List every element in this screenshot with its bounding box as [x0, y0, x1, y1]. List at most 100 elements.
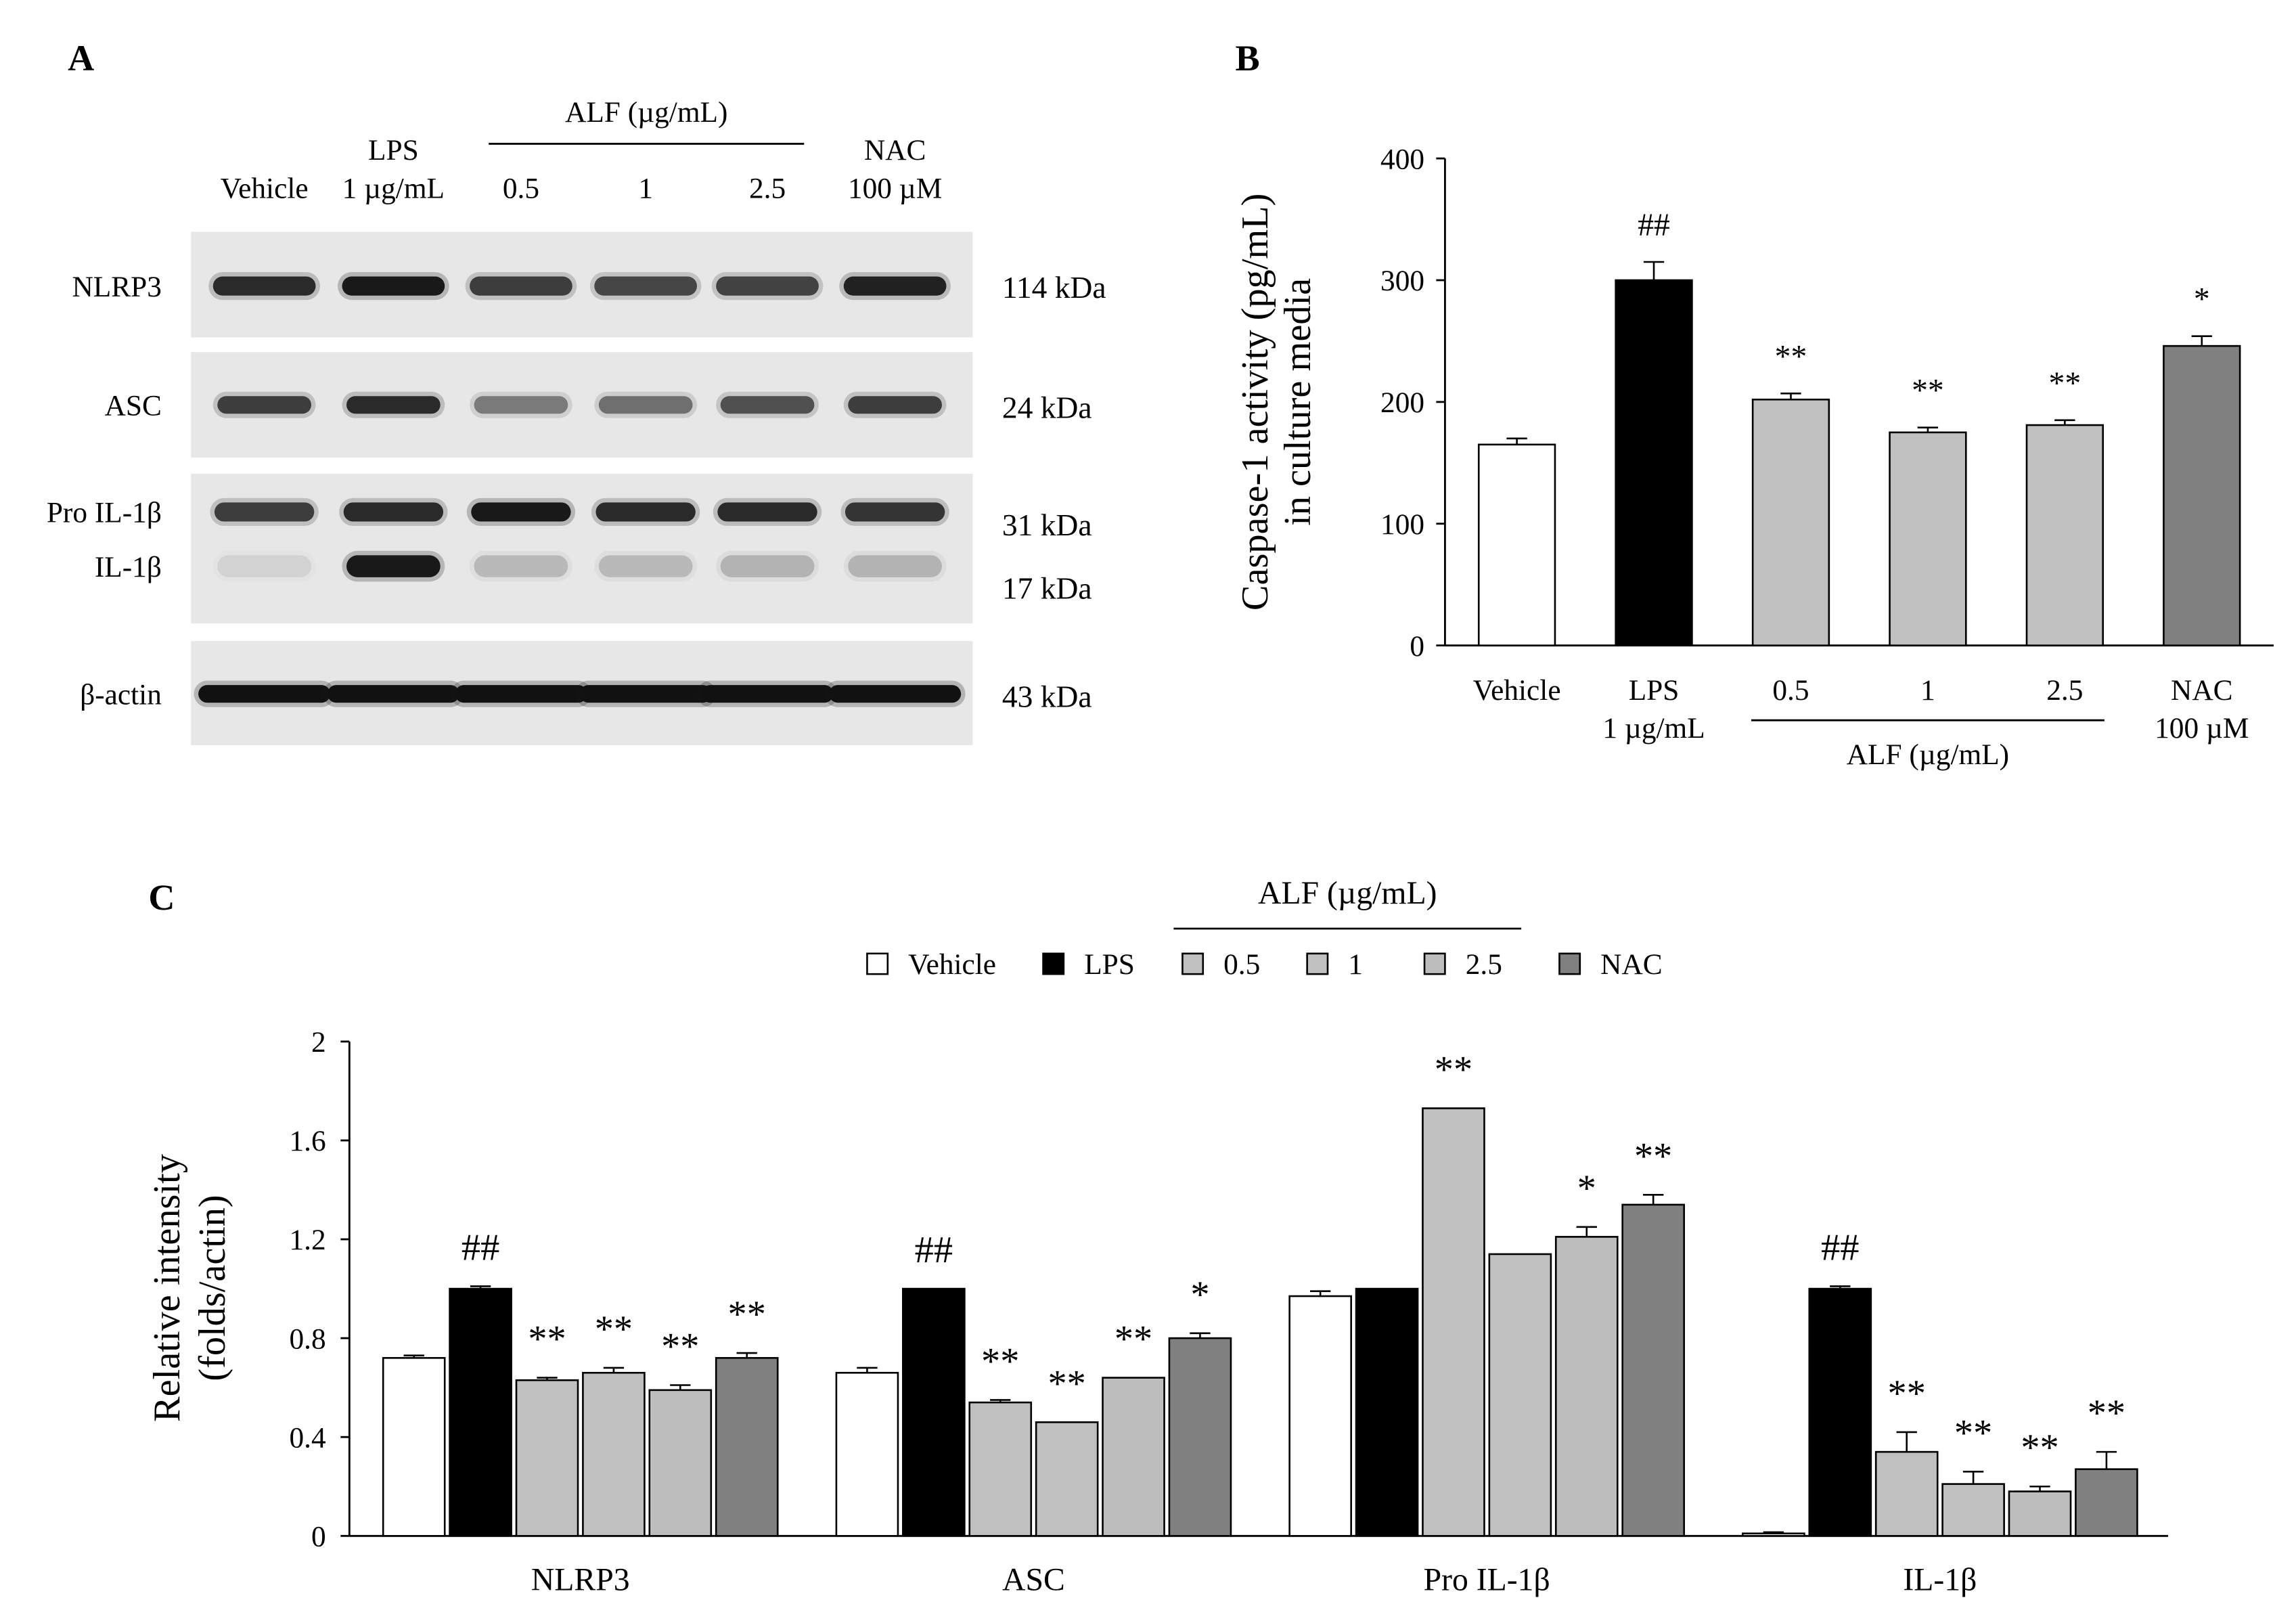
bar: [648, 1389, 713, 1537]
protein-band: [598, 555, 693, 577]
significance-label: **: [1435, 1048, 1472, 1090]
significance-label: **: [1912, 374, 1944, 409]
protein-band: [598, 396, 693, 414]
protein-band-halo: [716, 550, 819, 582]
protein-band: [346, 555, 441, 577]
error-bar: [2054, 419, 2075, 426]
panel-label: B: [1235, 38, 1259, 79]
protein-band: [474, 396, 568, 414]
bar: [1615, 279, 1693, 646]
error-bar: [1830, 1285, 1851, 1289]
bar: [1288, 1295, 1352, 1537]
bar: [1554, 1236, 1619, 1537]
bar: [1355, 1287, 1419, 1537]
x-category-label: NAC: [2171, 674, 2232, 707]
protein-band: [848, 555, 942, 577]
lane-label: 0.5: [503, 173, 539, 205]
protein-band-halo: [843, 550, 947, 582]
panel-b-caspase-chart: B 0 100 200 300 400 Vehicle ## LPS 1 µg/mL ** 0.5 *…: [1234, 38, 2274, 771]
y-tick-label: 200: [1380, 386, 1424, 419]
protein-band: [212, 276, 316, 296]
bar: [582, 1371, 646, 1537]
treatment-group-label: ALF (µg/mL): [565, 96, 727, 129]
protein-band: [595, 502, 696, 522]
legend-label: 0.5: [1223, 948, 1260, 981]
bar: [1874, 1450, 1939, 1537]
lane-label: NAC: [864, 134, 926, 166]
protein-label: NLRP3: [72, 271, 161, 303]
significance-label: **: [1888, 1373, 1926, 1415]
legend-item: 1: [1306, 948, 1363, 981]
significance-label: **: [1115, 1318, 1152, 1360]
error-bar: [603, 1367, 625, 1373]
legend-item: 2.5: [1423, 948, 1502, 981]
significance-label: *: [1190, 1274, 1209, 1316]
protein-band: [720, 555, 815, 577]
lane-label: 100 µM: [848, 173, 942, 205]
panel-a-western-blot: A Vehicle LPS 1 µg/mL 0.5 1 2.5 NAC 100 µM ALF (…: [47, 38, 1106, 746]
y-axis-title: in culture media: [1277, 278, 1319, 526]
protein-label: IL-1β: [95, 551, 162, 583]
protein-label: β-actin: [80, 678, 162, 711]
error-bar: [1309, 1290, 1331, 1297]
protein-band: [829, 685, 962, 703]
protein-band: [327, 685, 459, 703]
protein-label: Pro IL-1β: [47, 497, 162, 529]
significance-label: **: [1775, 339, 1807, 374]
error-bar: [990, 1399, 1011, 1403]
bar: [515, 1379, 579, 1537]
y-tick-label: 100: [1380, 508, 1424, 541]
significance-label: **: [981, 1340, 1019, 1382]
bar: [1035, 1421, 1099, 1537]
legend-swatch: [1181, 952, 1205, 975]
protein-band: [474, 555, 568, 577]
protein-band-halo: [470, 550, 572, 582]
y-tick-label: 0.4: [289, 1421, 325, 1454]
y-tick-label: 0.8: [289, 1323, 325, 1355]
y-axis-title: (folds/actin): [192, 1195, 233, 1381]
legend-item: NAC: [1558, 948, 1663, 981]
bar: [2008, 1490, 2072, 1537]
error-bar: [1576, 1226, 1597, 1237]
protein-band: [470, 276, 572, 296]
x-category-label: NLRP3: [531, 1562, 630, 1597]
lane-label: LPS: [368, 134, 419, 166]
y-axis-title: Relative intensity: [146, 1154, 188, 1422]
blot-membrane: [191, 474, 973, 624]
significance-label: *: [2194, 282, 2210, 317]
y-tick-label: 300: [1380, 265, 1424, 297]
bar: [1422, 1107, 1485, 1537]
bar: [1102, 1377, 1165, 1537]
molecular-weight-label: 31 kDa: [1002, 508, 1092, 542]
molecular-weight-label: 114 kDa: [1002, 270, 1106, 305]
x-category-label: Pro IL-1β: [1424, 1562, 1550, 1597]
protein-band: [843, 276, 947, 296]
x-category-label: LPS: [1629, 674, 1680, 707]
protein-band: [455, 685, 587, 703]
y-tick-label: 400: [1380, 143, 1424, 175]
bar: [2075, 1468, 2138, 1537]
panel-c-relative-intensity-chart: C 00.40.81.21.62## ## ##**************** **…: [146, 876, 2168, 1597]
legend-swatch: [1423, 952, 1446, 975]
bar: [1808, 1287, 1872, 1537]
significance-label: **: [595, 1308, 633, 1350]
protein-band: [198, 685, 331, 703]
bar: [1889, 431, 1967, 646]
panel-label: C: [148, 877, 175, 918]
error-bar: [1780, 392, 1801, 400]
legend-swatch: [1558, 952, 1581, 975]
significance-label: ##: [462, 1226, 499, 1268]
blot-background: [191, 352, 973, 458]
bar: [835, 1371, 899, 1537]
bar: [1477, 443, 1556, 646]
protein-band: [343, 502, 444, 522]
error-bar: [1763, 1531, 1784, 1534]
bar: [1941, 1483, 2005, 1537]
protein-band: [848, 396, 942, 414]
blot-background: [191, 474, 973, 624]
y-tick-label: 2: [311, 1026, 326, 1059]
protein-band: [717, 502, 817, 522]
significance-label: **: [1634, 1135, 1672, 1177]
x-category-label: 2.5: [2046, 674, 2083, 707]
bar: [1168, 1337, 1232, 1537]
